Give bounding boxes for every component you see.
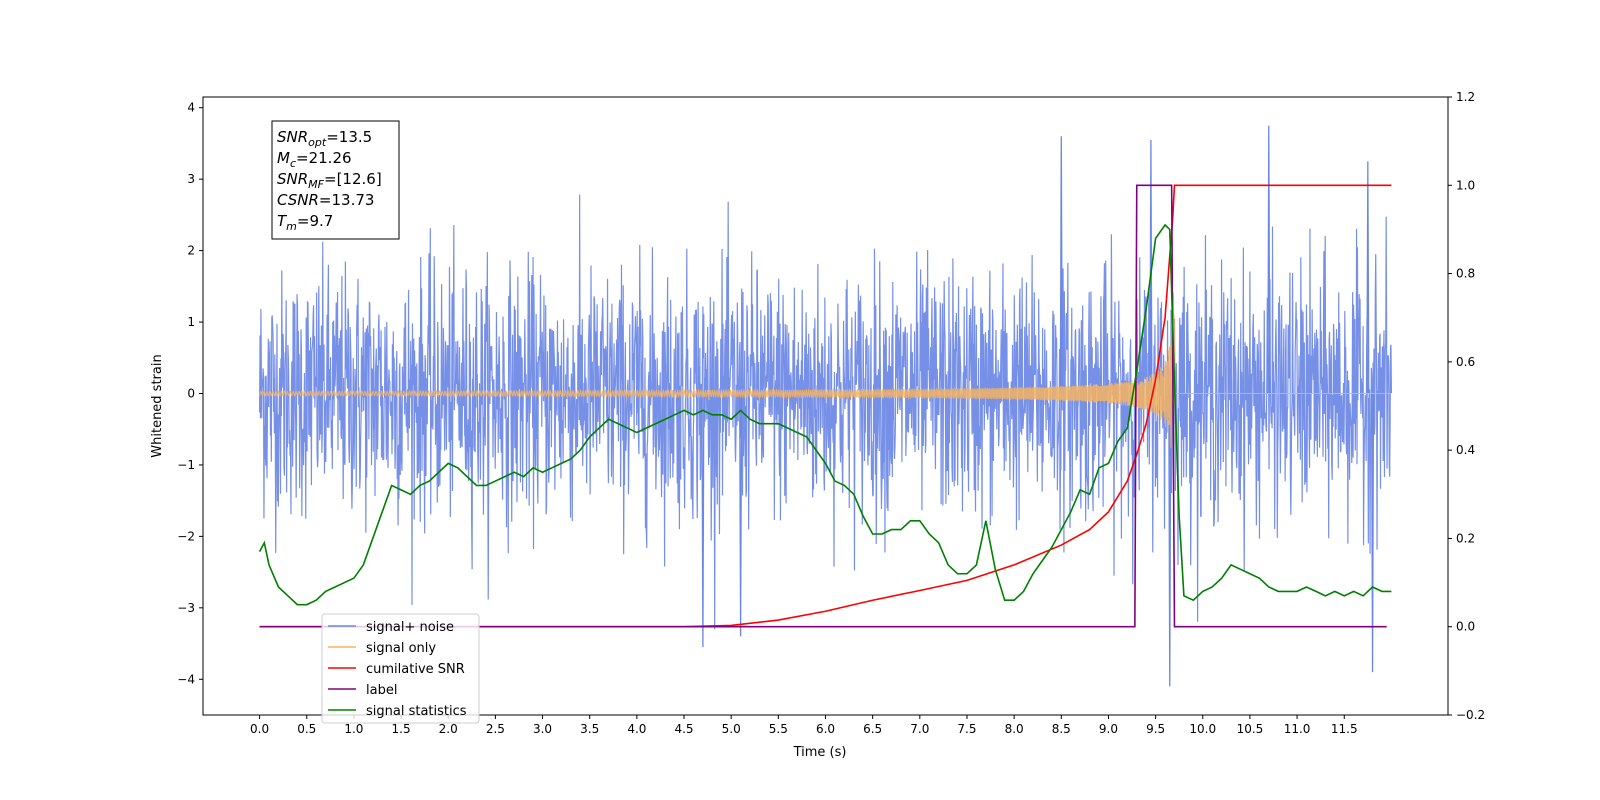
- x-tick-label: 10.0: [1189, 722, 1216, 736]
- annotation-variable: M: [277, 149, 290, 167]
- series-signal-noise-spike-1: [739, 393, 743, 637]
- x-tick-label: 6.0: [816, 722, 835, 736]
- x-axis-label: Time (s): [793, 745, 847, 760]
- series-label: [259, 184, 1387, 628]
- y-right-tick-label: −0.2: [1456, 708, 1485, 722]
- annotation-subscript: opt: [308, 136, 327, 149]
- x-tick-label: 5.0: [722, 722, 741, 736]
- annotation-frame: [271, 120, 400, 240]
- x-tick-label: 1.5: [392, 722, 411, 736]
- annotation-value: =21.26: [296, 149, 352, 167]
- series-signal-noise-spike-7: [1366, 161, 1370, 394]
- legend-label: signal statistics: [366, 704, 467, 719]
- series-signal-only: [259, 292, 1392, 448]
- x-tick-label: 5.5: [769, 722, 788, 736]
- annotation-variable: SNR: [277, 170, 308, 188]
- y-right-tick-label: 1.2: [1456, 90, 1475, 104]
- y-right-tick-label: 0.0: [1456, 620, 1475, 634]
- x-tick-label: 2.5: [486, 722, 505, 736]
- series-signal-noise-spike-4: [1059, 136, 1063, 394]
- annotation-variable: SNR: [277, 128, 308, 146]
- x-tick-label: 1.0: [344, 722, 363, 736]
- y-left-tick-label: 4: [187, 101, 195, 115]
- series-signal-noise-spike-2: [1168, 393, 1172, 687]
- series-signal-noise: [258, 194, 1393, 630]
- y-left-tick-label: 0: [187, 386, 195, 400]
- series-signal-noise-spike-0: [701, 393, 705, 648]
- series-cumilative-snr: [259, 184, 1392, 628]
- y-axis-right: −0.2 0.0 0.2 0.4 0.6 0.8 1.0 1.2: [1448, 90, 1485, 722]
- annotation-value: =[12.6]: [324, 170, 382, 188]
- annotation-value: =13.73: [319, 191, 375, 209]
- annotation-subscript: m: [286, 220, 297, 233]
- x-tick-label: 7.5: [957, 722, 976, 736]
- annotation-variable: T: [277, 212, 288, 230]
- x-tick-label: 4.5: [674, 722, 693, 736]
- y-right-tick-label: 0.2: [1456, 531, 1475, 545]
- x-tick-label: 8.0: [1005, 722, 1024, 736]
- annotation-subscript: MF: [308, 178, 324, 191]
- legend-label: signal only: [366, 641, 436, 656]
- x-tick-label: 9.5: [1146, 722, 1165, 736]
- y-left-tick-label: 1: [187, 315, 195, 329]
- x-tick-label: 4.0: [627, 722, 646, 736]
- y-left-tick-label: −3: [177, 601, 195, 615]
- series-signal-statistics: [258, 223, 1392, 606]
- y-left-tick-label: 3: [187, 172, 195, 186]
- y-right-tick-label: 0.8: [1456, 267, 1475, 281]
- x-tick-label: 3.5: [580, 722, 599, 736]
- annotation-line: SNRopt=13.5: [277, 128, 372, 149]
- x-tick-label: 11.5: [1331, 722, 1358, 736]
- y-right-tick-label: 1.0: [1456, 178, 1475, 192]
- x-tick-label: 0.0: [250, 722, 269, 736]
- series-layer: [258, 125, 1393, 687]
- annotation-line: SNRMF=[12.6]: [277, 170, 382, 191]
- x-tick-label: 2.0: [439, 722, 458, 736]
- y-right-tick-label: 0.6: [1456, 355, 1475, 369]
- x-tick-label: 8.5: [1052, 722, 1071, 736]
- x-tick-label: 11.0: [1284, 722, 1311, 736]
- y-right-tick-label: 0.4: [1456, 443, 1475, 457]
- y-left-tick-label: −4: [177, 672, 195, 686]
- y-left-tick-label: −2: [177, 529, 195, 543]
- annotation-line: Tm=9.7: [277, 212, 333, 233]
- annotation-value: =13.5: [326, 128, 372, 146]
- legend-label: signal+ noise: [366, 620, 454, 635]
- legend: signal+ noise signal only cumilative SNR la…: [321, 613, 480, 724]
- x-tick-label: 6.5: [863, 722, 882, 736]
- x-tick-label: 9.0: [1099, 722, 1118, 736]
- legend-frame: [321, 613, 480, 724]
- x-tick-label: 7.0: [910, 722, 929, 736]
- annotation-line: Mc=21.26: [277, 149, 352, 170]
- y-axis-label: Whitened strain: [150, 354, 165, 457]
- annotation-variable: CSNR: [277, 191, 319, 209]
- series-signal-noise-spike-3: [1370, 393, 1375, 673]
- series-signal-noise-spike-5: [1149, 139, 1153, 394]
- y-axis-left: −4 −3 −2 −1 0 1 2 3 4: [177, 101, 203, 686]
- x-tick-label: 10.5: [1237, 722, 1264, 736]
- legend-label: label: [366, 683, 397, 698]
- legend-label: cumilative SNR: [366, 662, 465, 677]
- annotation-line: CSNR=13.73: [277, 191, 374, 209]
- annotation-subscript: c: [290, 157, 296, 170]
- annotation-value: =9.7: [297, 212, 333, 230]
- x-tick-label: 3.0: [533, 722, 552, 736]
- y-left-tick-label: 2: [187, 244, 195, 258]
- y-left-tick-label: −1: [177, 458, 195, 472]
- x-tick-label: 0.5: [297, 722, 316, 736]
- annotation-box: SNRopt=13.5Mc=21.26SNRMF=[12.6]CSNR=13.7…: [271, 120, 400, 240]
- series-signal-noise-spike-6: [1267, 125, 1271, 394]
